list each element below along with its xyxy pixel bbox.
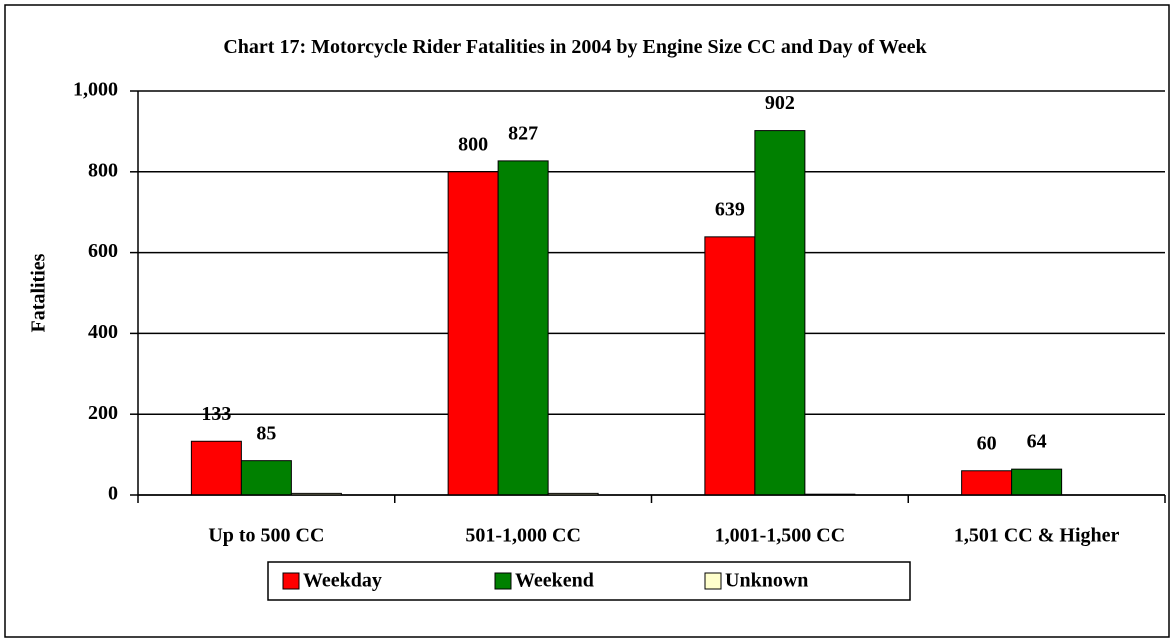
data-label: 902 xyxy=(765,92,795,114)
bar xyxy=(240,460,292,496)
y-tick-label: 0 xyxy=(108,483,118,505)
x-tick-label: 1,001-1,500 CC xyxy=(715,525,846,547)
bar xyxy=(447,171,499,496)
x-tick-label: Up to 500 CC xyxy=(208,525,324,547)
data-label: 800 xyxy=(458,133,488,155)
x-tick-label: 501-1,000 CC xyxy=(465,525,581,547)
y-tick-label: 1,000 xyxy=(73,79,118,101)
y-tick-label: 400 xyxy=(88,321,118,343)
data-label: 827 xyxy=(508,122,538,144)
legend-swatch xyxy=(704,572,722,590)
x-tick-label: 1,501 CC & Higher xyxy=(954,525,1120,547)
data-label: 639 xyxy=(715,198,745,220)
legend-label: Weekend xyxy=(515,570,594,592)
bar xyxy=(497,160,549,496)
data-label: 60 xyxy=(977,432,997,454)
legend-swatch xyxy=(282,572,300,590)
bar xyxy=(754,130,806,496)
bar xyxy=(1011,468,1063,496)
y-tick-label: 600 xyxy=(88,240,118,262)
y-tick-label: 800 xyxy=(88,159,118,181)
chart-border xyxy=(4,4,1170,638)
chart-title: Chart 17: Motorcycle Rider Fatalities in… xyxy=(223,36,927,58)
data-label: 64 xyxy=(1027,431,1047,453)
y-axis-label: Fatalities xyxy=(28,253,50,332)
legend-label: Weekday xyxy=(303,570,382,592)
legend-label: Unknown xyxy=(725,570,808,592)
bar xyxy=(704,236,756,496)
bar xyxy=(961,470,1013,496)
y-tick-label: 200 xyxy=(88,402,118,424)
legend-box xyxy=(267,561,911,601)
bar xyxy=(190,440,242,496)
data-label: 133 xyxy=(201,403,231,425)
data-label: 85 xyxy=(256,422,276,444)
legend-swatch xyxy=(494,572,512,590)
